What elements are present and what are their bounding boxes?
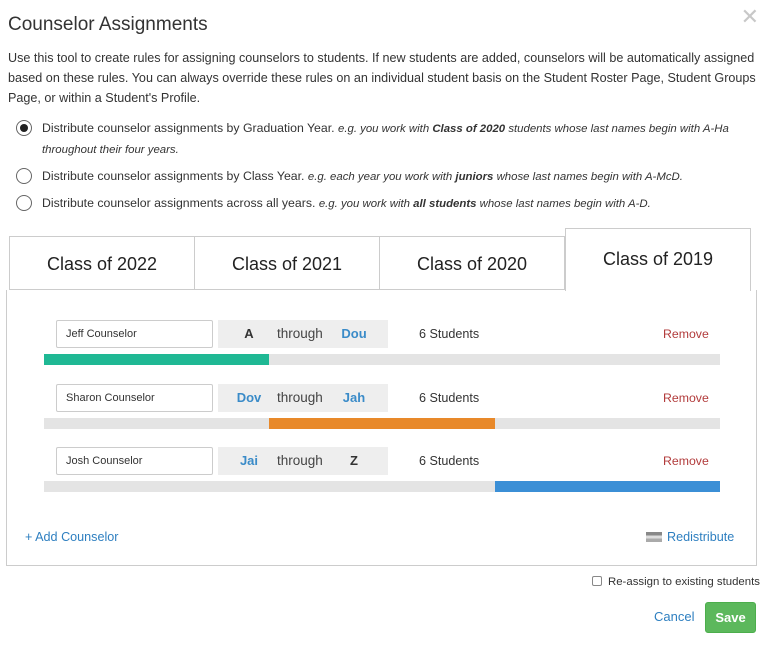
distribution-options: Distribute counselor assignments by Grad… — [16, 118, 761, 220]
range-start[interactable]: Jai — [239, 453, 259, 468]
student-count: 6 Students — [419, 391, 480, 405]
distribution-bar-fill[interactable] — [494, 481, 720, 492]
radio-all-years[interactable] — [16, 195, 32, 211]
radio-graduation-year[interactable] — [16, 120, 32, 136]
counselor-name-input[interactable] — [56, 320, 213, 348]
counselor-row: A through Dou 6 Students Remove — [7, 320, 758, 384]
tab-class-of-2019[interactable]: Class of 2019 — [565, 228, 751, 291]
counselor-name-input[interactable] — [56, 384, 213, 412]
letter-range: Dov through Jah — [218, 384, 388, 412]
range-end[interactable]: Dou — [341, 326, 367, 341]
tab-class-of-2021[interactable]: Class of 2021 — [194, 236, 380, 290]
dialog-title: Counselor Assignments — [8, 14, 208, 35]
option-class-year[interactable]: Distribute counselor assignments by Clas… — [16, 166, 761, 187]
range-end[interactable]: Jah — [342, 390, 366, 405]
add-counselor-link[interactable]: + Add Counselor — [25, 530, 119, 544]
range-start[interactable]: A — [244, 326, 254, 341]
reassign-checkbox[interactable] — [592, 576, 602, 586]
counselor-row: Dov through Jah 6 Students Remove — [7, 384, 758, 448]
counselor-row: Jai through Z 6 Students Remove — [7, 447, 758, 511]
counselor-name-input[interactable] — [56, 447, 213, 475]
range-end[interactable]: Z — [350, 453, 358, 468]
letter-range: Jai through Z — [218, 447, 388, 475]
option-graduation-year[interactable]: Distribute counselor assignments by Grad… — [16, 118, 761, 160]
redistribute-button[interactable]: Redistribute — [646, 530, 734, 544]
distribution-bar — [44, 354, 720, 365]
radio-class-year[interactable] — [16, 168, 32, 184]
dialog-description: Use this tool to create rules for assign… — [8, 51, 756, 105]
student-count: 6 Students — [419, 454, 480, 468]
redistribute-icon — [646, 532, 662, 542]
distribution-bar — [44, 418, 720, 429]
cancel-button[interactable]: Cancel — [654, 609, 695, 624]
remove-button[interactable]: Remove — [663, 327, 709, 341]
assignments-panel: A through Dou 6 Students Remove Dov thro… — [6, 290, 757, 566]
tab-class-of-2020[interactable]: Class of 2020 — [379, 236, 565, 290]
tab-class-of-2022[interactable]: Class of 2022 — [9, 236, 195, 290]
student-count: 6 Students — [419, 327, 480, 341]
close-icon[interactable]: ✕ — [740, 4, 759, 29]
reassign-option[interactable]: Re-assign to existing students — [592, 576, 760, 588]
class-tabs: Class of 2022 Class of 2021 Class of 202… — [9, 228, 751, 291]
remove-button[interactable]: Remove — [663, 391, 709, 405]
save-button[interactable]: Save — [705, 602, 756, 633]
distribution-bar — [44, 481, 720, 492]
range-start[interactable]: Dov — [236, 390, 262, 405]
remove-button[interactable]: Remove — [663, 454, 709, 468]
distribution-bar-fill[interactable] — [269, 418, 495, 429]
option-all-years[interactable]: Distribute counselor assignments across … — [16, 193, 761, 214]
letter-range: A through Dou — [218, 320, 388, 348]
distribution-bar-fill[interactable] — [44, 354, 270, 365]
